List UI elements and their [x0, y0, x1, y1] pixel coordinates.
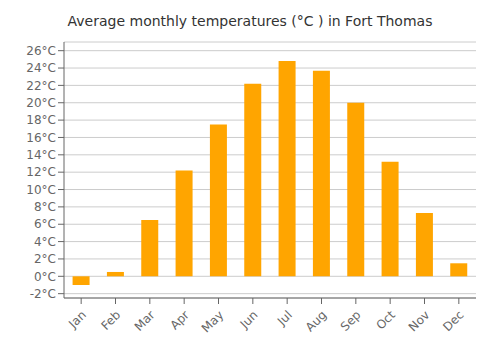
- svg-text:16°C: 16°C: [26, 131, 56, 145]
- svg-text:6°C: 6°C: [34, 217, 56, 231]
- svg-text:Sep: Sep: [338, 308, 364, 334]
- svg-text:0°C: 0°C: [34, 270, 56, 284]
- svg-text:18°C: 18°C: [26, 113, 56, 127]
- svg-text:Mar: Mar: [132, 308, 158, 334]
- svg-text:8°C: 8°C: [34, 200, 56, 214]
- svg-text:2°C: 2°C: [34, 252, 56, 266]
- svg-text:14°C: 14°C: [26, 148, 56, 162]
- svg-text:Feb: Feb: [98, 308, 123, 333]
- svg-text:Jun: Jun: [237, 308, 261, 332]
- svg-text:22°C: 22°C: [26, 79, 56, 93]
- svg-text:Jan: Jan: [65, 308, 89, 332]
- svg-text:20°C: 20°C: [26, 96, 56, 110]
- svg-text:May: May: [199, 308, 226, 335]
- svg-text:Aug: Aug: [303, 308, 329, 334]
- svg-text:24°C: 24°C: [26, 61, 56, 75]
- html-text:Average monthly temperatures (: Average monthly temperatures (°C ) in Fo…: [67, 13, 433, 29]
- svg-text:Oct: Oct: [373, 308, 398, 333]
- svg-text:-2°C: -2°C: [30, 287, 56, 301]
- svg-text:26°C: 26°C: [26, 44, 56, 58]
- svg-text:4°C: 4°C: [34, 235, 56, 249]
- svg-text:Apr: Apr: [167, 308, 192, 333]
- svg-text:Dec: Dec: [440, 308, 466, 334]
- svg-text:Jul: Jul: [274, 308, 295, 329]
- svg-text:12°C: 12°C: [26, 165, 56, 179]
- svg-text:10°C: 10°C: [26, 183, 56, 197]
- svg-text:Nov: Nov: [406, 308, 432, 334]
